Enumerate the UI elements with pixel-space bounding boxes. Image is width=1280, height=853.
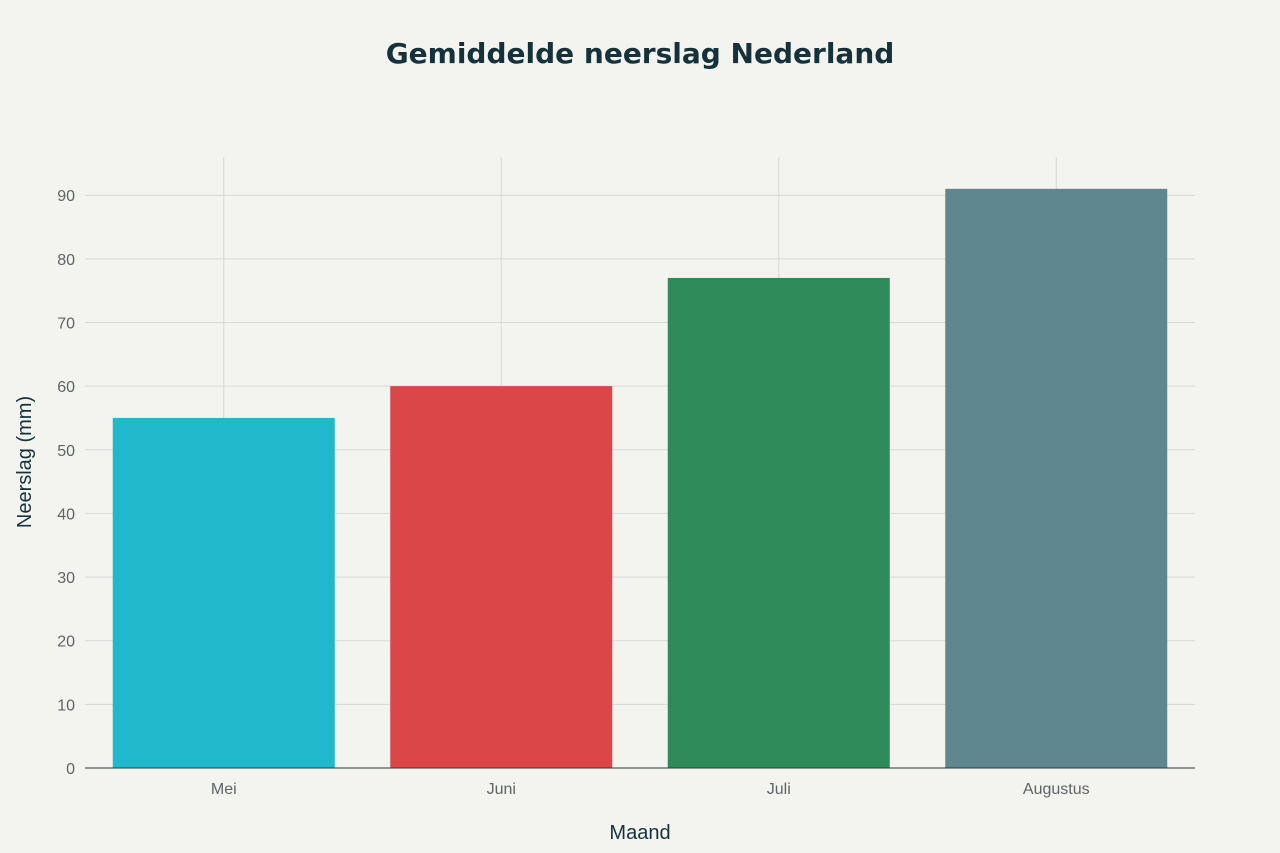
chart-title: Gemiddelde neerslag Nederland (386, 37, 895, 70)
x-tick-label: Mei (211, 781, 237, 798)
y-axis-title: Neerslag (mm) (14, 396, 36, 528)
bar-mei[interactable] (112, 417, 335, 768)
y-tick-label: 60 (57, 379, 75, 396)
x-tick-label: Juli (767, 781, 791, 798)
y-tick-labels: 0 10 20 30 40 50 60 70 80 90 (57, 188, 75, 778)
bars (112, 188, 1168, 768)
bar-juli[interactable] (667, 277, 890, 768)
y-tick-label: 30 (57, 570, 75, 587)
x-tick-label: Augustus (1023, 781, 1090, 798)
x-tick-label: Juni (487, 781, 516, 798)
y-tick-label: 80 (57, 252, 75, 269)
y-tick-label: 40 (57, 506, 75, 523)
bar-augustus[interactable] (945, 188, 1168, 768)
y-tick-label: 10 (57, 697, 75, 714)
bar-juni[interactable] (390, 386, 613, 768)
y-tick-label: 90 (57, 188, 75, 205)
y-tick-label: 20 (57, 634, 75, 651)
y-tick-label: 70 (57, 315, 75, 332)
y-tick-label: 50 (57, 443, 75, 460)
y-tick-label: 0 (66, 761, 75, 778)
x-tick-labels: Mei Juni Juli Augustus (211, 781, 1090, 798)
x-axis-title: Maand (609, 822, 670, 844)
